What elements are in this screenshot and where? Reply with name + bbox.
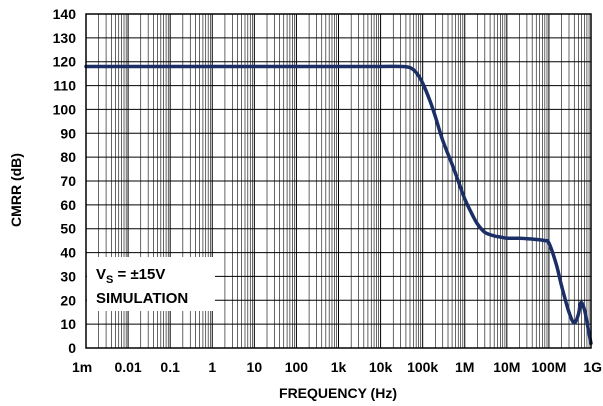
y-tick-label: 50: [60, 221, 76, 237]
y-tick-label: 60: [60, 197, 76, 213]
annotation-supply: VS = ±15V: [96, 266, 165, 286]
y-axis-title: CMRR (dB): [8, 153, 24, 227]
y-tick-label: 140: [53, 6, 77, 22]
y-tick-label: 30: [60, 268, 76, 284]
y-tick-label: 10: [60, 316, 76, 332]
x-tick-label: 100: [285, 359, 309, 375]
x-tick-label: 0.1: [160, 359, 180, 375]
y-tick-label: 120: [53, 54, 77, 70]
x-tick-label: 1: [208, 359, 216, 375]
x-tick-label: 100k: [407, 359, 438, 375]
y-tick-label: 80: [60, 149, 76, 165]
y-tick-labels: 0 10 20 30 40 50 60 70 80 90 100 110 120 130 140: [53, 6, 77, 356]
y-tick-label: 90: [60, 125, 76, 141]
x-tick-label: 1m: [72, 359, 92, 375]
x-tick-label: 10M: [493, 359, 520, 375]
y-tick-label: 70: [60, 173, 76, 189]
x-tick-label: 10k: [369, 359, 393, 375]
x-tick-label: 1k: [331, 359, 347, 375]
y-tick-label: 40: [60, 245, 76, 261]
x-tick-label: 100M: [531, 359, 566, 375]
cmrr-series-line: [84, 64, 593, 345]
annotation-simulation: SIMULATION: [96, 290, 188, 307]
x-tick-labels: 1m 0.01 0.1 1 10 100 1k 10k 100k 1M 10M 100M 1G: [72, 359, 602, 375]
annotation-box: VS = ±15V SIMULATION: [87, 257, 215, 311]
y-tick-label: 110: [53, 78, 76, 94]
y-tick-label: 100: [53, 101, 77, 117]
x-tick-label: 1M: [455, 359, 474, 375]
x-tick-label: 0.01: [114, 359, 141, 375]
x-tick-label: 10: [247, 359, 263, 375]
y-tick-label: 0: [68, 340, 76, 356]
plot-frame: [85, 13, 592, 349]
y-tick-label: 20: [60, 292, 76, 308]
x-axis-title: FREQUENCY (Hz): [279, 385, 397, 401]
y-tick-label: 130: [53, 30, 77, 46]
x-tick-label: 1G: [583, 359, 602, 375]
